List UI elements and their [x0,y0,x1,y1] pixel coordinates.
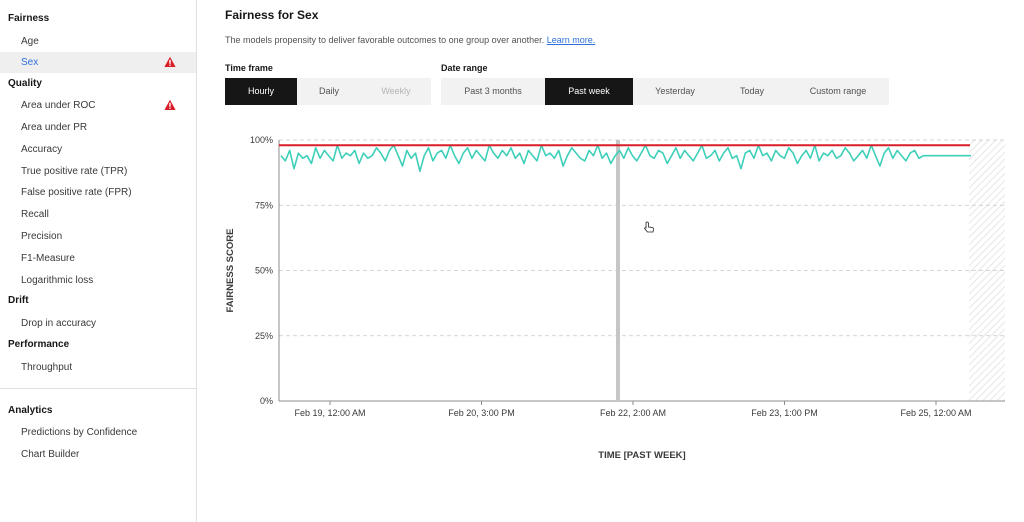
sidebar-item-accuracy[interactable]: Accuracy [0,139,196,160]
page-title: Fairness for Sex [225,8,319,22]
option-hourly[interactable]: Hourly [225,78,297,105]
sidebar-item-drop-in-accuracy[interactable]: Drop in accuracy [0,313,196,334]
option-past-3-months[interactable]: Past 3 months [464,86,522,96]
description-text: The models propensity to deliver favorab… [225,35,545,45]
time-frame-label: Time frame [225,63,273,73]
sidebar-item-label: Predictions by Confidence [21,427,138,438]
time-frame-switcher: Hourly Daily Weekly [225,78,431,105]
fairness-chart: 0% 25% 50% 75% 100% Feb 19, 12:00 AM Feb 20, 3… [225,135,1005,461]
date-range-switcher: Past 3 months Past week Yesterday Today Cust… [441,78,889,105]
sidebar-item-label: Area under ROC [21,100,96,111]
warning-triangle-icon [164,99,176,110]
sidebar-item-label: Accuracy [21,144,63,155]
sidebar-item-label: Area under PR [21,122,88,133]
option-custom-range[interactable]: Custom range [809,86,867,96]
x-tick-label: Feb 25, 12:00 AM [900,408,971,418]
main-panel: Fairness for Sex The models propensity t… [197,0,1024,522]
sidebar-item-label: F1-Measure [21,253,75,264]
x-tick-label: Feb 19, 12:00 AM [294,408,365,418]
sidebar-item-recall[interactable]: Recall [0,204,196,225]
learn-more-link[interactable]: Learn more. [546,35,596,45]
y-tick-label: 25% [255,331,273,341]
hand-cursor-icon [644,221,654,233]
sidebar-item-label: Drop in accuracy [21,318,97,329]
sidebar-divider [0,388,196,389]
sidebar-item-predictions-by-confidence[interactable]: Predictions by Confidence [0,422,196,443]
y-tick-label: 75% [255,200,273,210]
sidebar-item-label: Logarithmic loss [21,275,94,286]
option-past-week[interactable]: Past week [545,78,633,105]
sidebar-item-true-positive-rate-tpr[interactable]: True positive rate (TPR) [0,161,196,182]
section-heading-performance: Performance [8,339,70,350]
date-range-label: Date range [441,63,488,73]
x-tick-label: Feb 23, 1:00 PM [751,408,818,418]
warning-triangle-icon [164,56,176,67]
option-today[interactable]: Today [739,86,765,96]
section-heading-drift: Drift [8,295,29,306]
section-heading-quality: Quality [8,78,42,89]
y-tick-label: 0% [260,396,273,406]
section-heading-fairness: Fairness [8,13,50,24]
sidebar-item-false-positive-rate-fpr[interactable]: False positive rate (FPR) [0,182,196,203]
sidebar-item-label: True positive rate (TPR) [21,166,128,177]
sidebar-item-logarithmic-loss[interactable]: Logarithmic loss [0,270,196,291]
sidebar-item-label: Precision [21,231,63,242]
sidebar-item-label: Recall [21,209,49,220]
y-axis-title: FAIRNESS SCORE [225,229,236,313]
y-tick-label: 100% [250,135,273,145]
page-description: The models propensity to deliver favorab… [225,35,595,45]
sidebar-item-label: Throughput [21,362,73,373]
sidebar-item-sex[interactable]: Sex [0,52,196,73]
sidebar-item-chart-builder[interactable]: Chart Builder [0,444,196,465]
section-heading-analytics: Analytics [8,405,53,416]
sidebar-item-label: Chart Builder [21,449,80,460]
sidebar-item-label: False positive rate (FPR) [21,187,132,198]
hover-marker [616,140,620,401]
sidebar-item-area-under-pr[interactable]: Area under PR [0,117,196,138]
sidebar-item-label: Sex [21,57,39,68]
option-daily[interactable]: Daily [318,86,339,96]
option-yesterday[interactable]: Yesterday [655,86,695,96]
sidebar-item-age[interactable]: Age [0,31,196,52]
sidebar-item-area-under-roc[interactable]: Area under ROC [0,95,196,116]
fairness-series-line [280,144,971,173]
x-tick-label: Feb 20, 3:00 PM [448,408,515,418]
sidebar-item-precision[interactable]: Precision [0,226,196,247]
option-weekly: Weekly [381,86,411,96]
sidebar-item-label: Age [21,36,39,47]
y-tick-label: 50% [255,266,273,276]
sidebar-item-f1-measure[interactable]: F1-Measure [0,248,196,269]
sidebar-item-throughput[interactable]: Throughput [0,357,196,378]
x-tick-label: Feb 22, 2:00 AM [600,408,666,418]
sidebar: Fairness Age Sex Quality Area under ROC Area … [0,0,197,522]
x-axis-title: TIME [PAST WEEK] [598,450,685,461]
